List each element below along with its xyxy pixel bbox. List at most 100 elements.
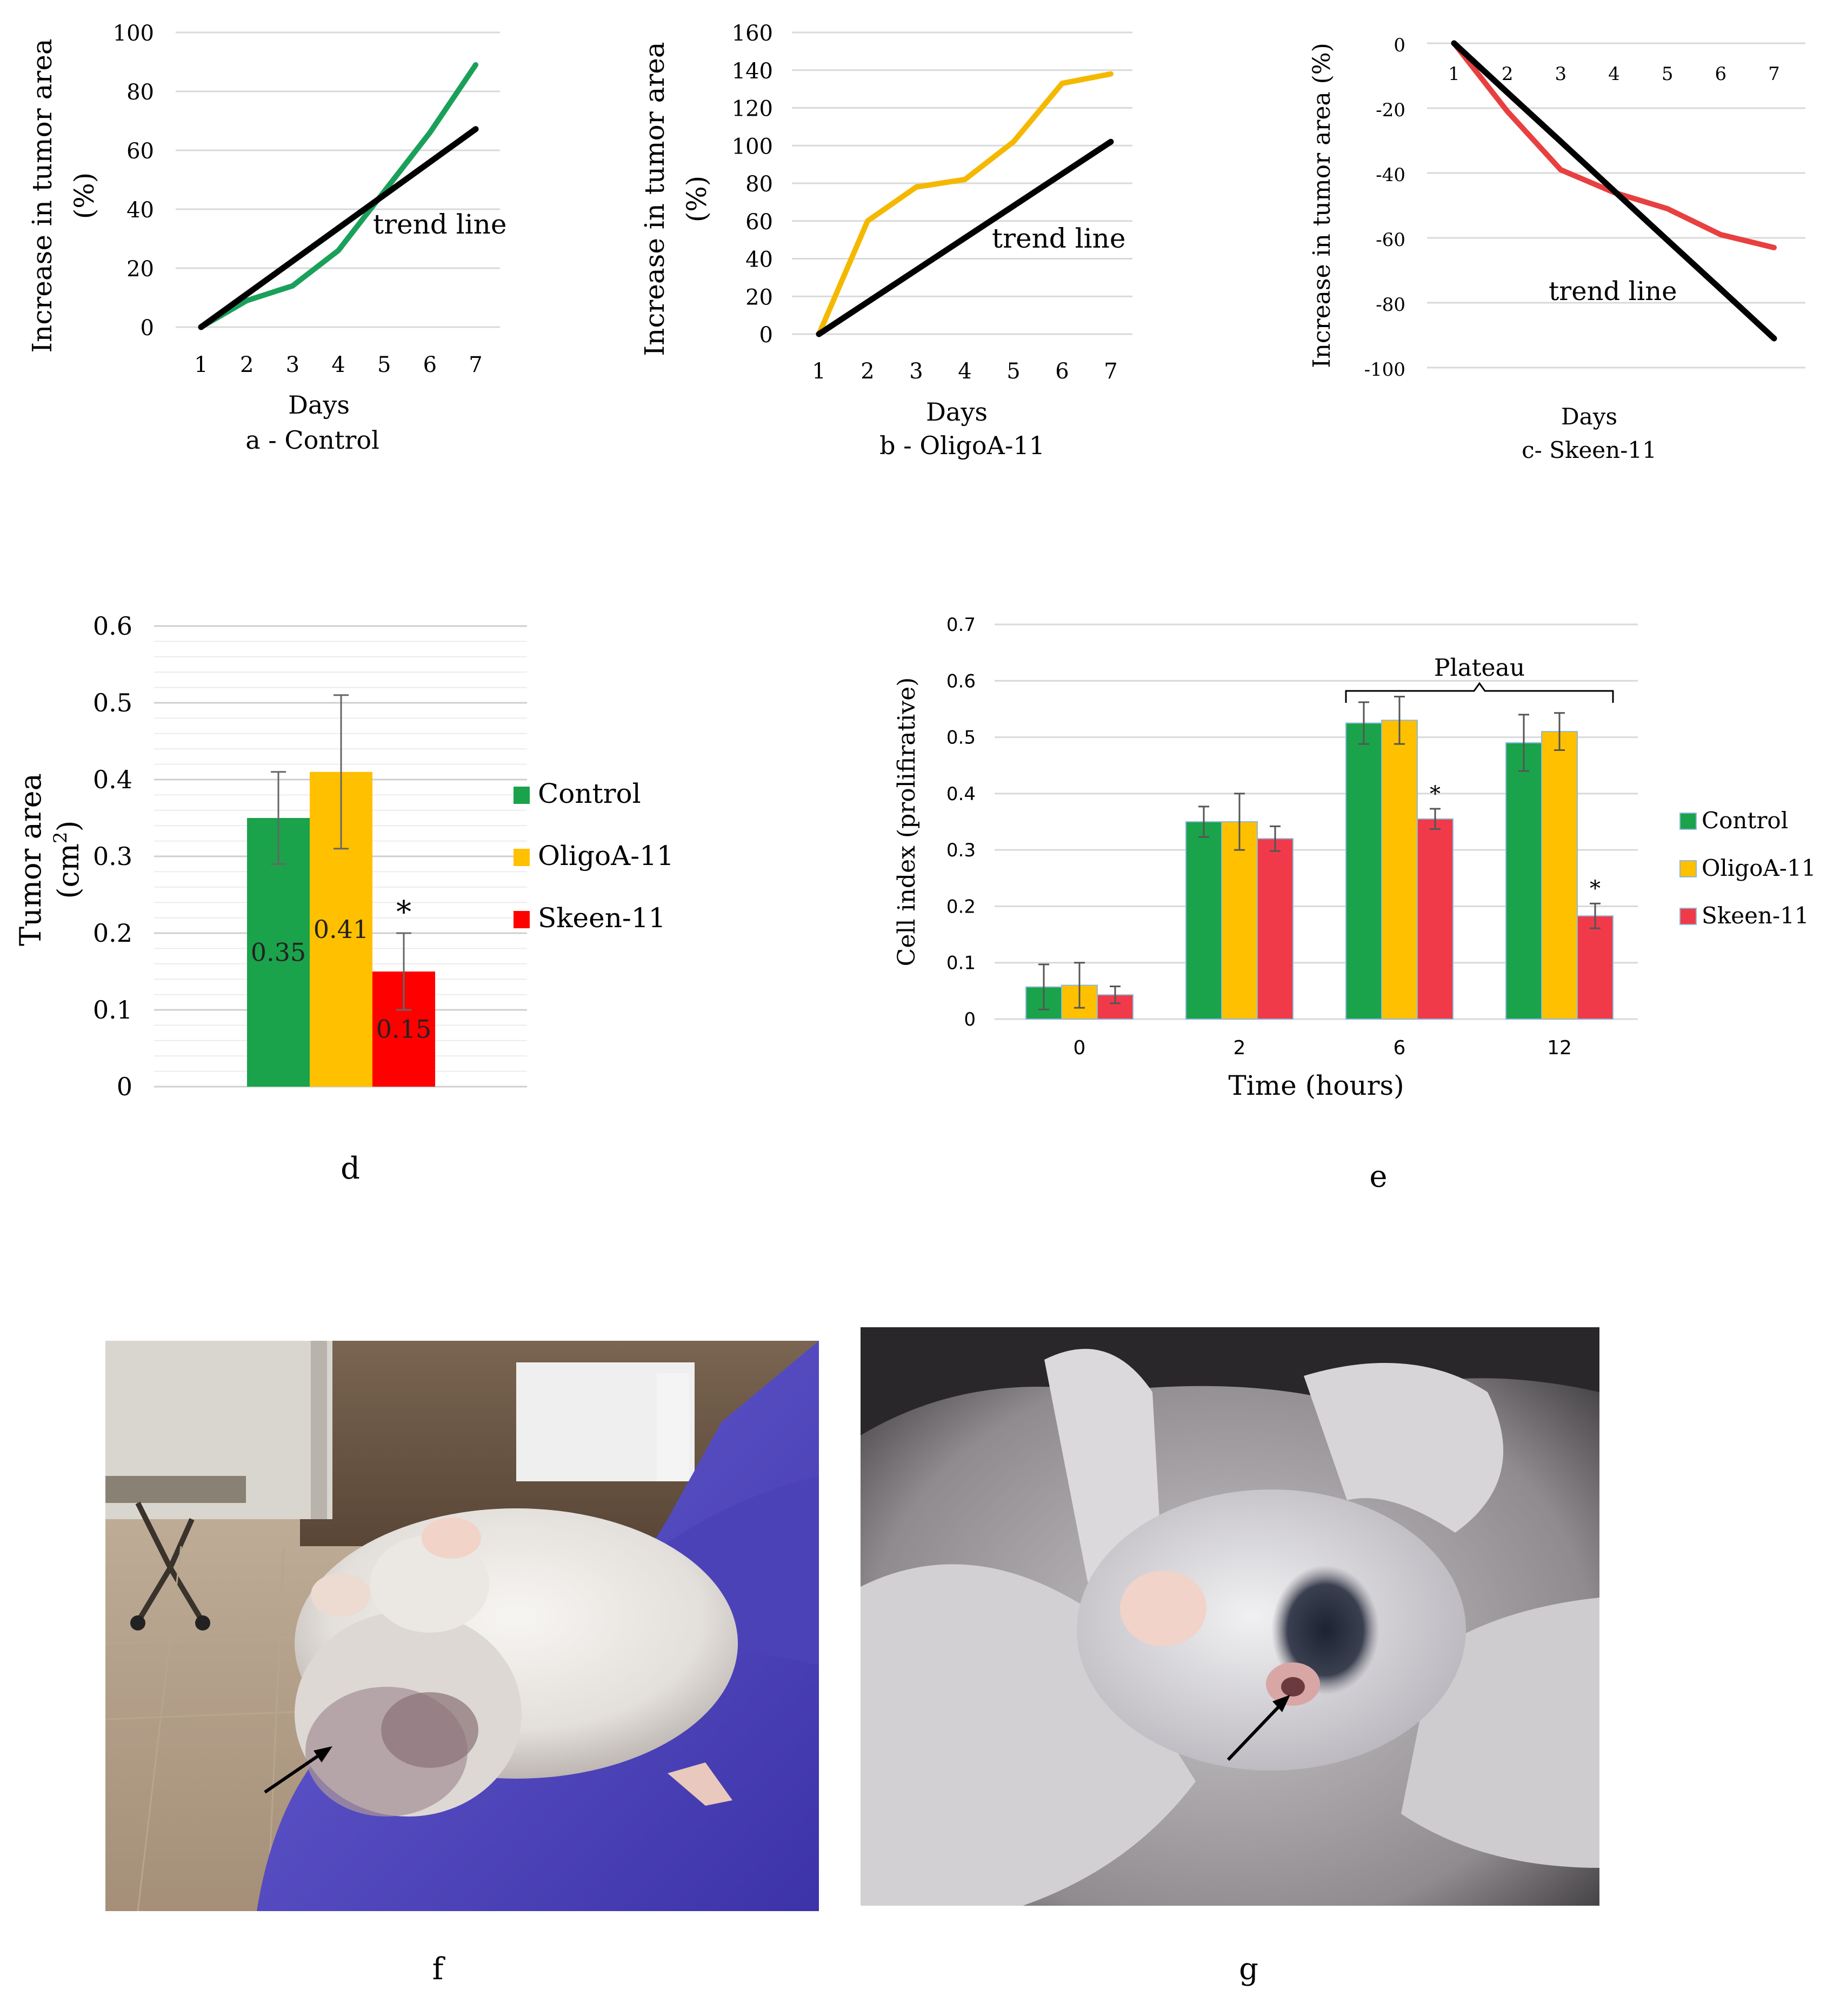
y-tick-label: -60: [1376, 229, 1405, 251]
x-tick-label: 5: [1006, 359, 1020, 384]
chart-d: 0 0.1 0.2 0.3 0.4 0.5 0.6 0.35 0.41 0.15 * Control O…: [14, 611, 674, 1186]
y-tick-label: 0.5: [93, 688, 132, 717]
bar-oligoa-11: [1541, 731, 1578, 1020]
x-tick-label: 6: [1715, 63, 1727, 85]
x-tick-label: 1: [194, 352, 208, 377]
series-line-oligoa-11: [816, 71, 1114, 337]
y-axis-label-group: Increase in tumor area (%): [639, 42, 712, 356]
y-tick-label: 0: [759, 323, 773, 348]
x-axis-label: Days: [288, 390, 350, 420]
bar-oligoa-11: [1221, 821, 1258, 1020]
x-tick-label: 4: [1608, 63, 1620, 85]
y-tick-label: -80: [1376, 294, 1405, 316]
y-tick-label: 0.3: [946, 840, 976, 861]
significance-marker: *: [396, 895, 411, 930]
y-axis-unit: (cm2): [50, 820, 85, 899]
y-axis-label: Increase in tumor area: [26, 38, 58, 352]
y-axis-label: Cell index (prolifirative): [893, 677, 921, 967]
panel-d: 0 0.1 0.2 0.3 0.4 0.5 0.6 0.35 0.41 0.15 * Control O…: [0, 584, 703, 1206]
legend-swatch: [514, 787, 530, 804]
panel-a: 0 20 40 60 80 100 1 2 3 4 5 6 7 trend line Days a - Con…: [0, 0, 541, 476]
y-tick-label: 0.4: [93, 765, 132, 794]
trend-line-label: trend line: [1549, 276, 1677, 307]
chart-title: a - Control: [245, 425, 379, 455]
legend-label: OligoA-11: [538, 840, 674, 871]
y-tick-label: 0.5: [946, 727, 976, 749]
y-tick-label: 0: [141, 316, 154, 341]
bar-skeen-11: [1257, 838, 1294, 1020]
y-tick-label: 140: [732, 59, 773, 84]
bar-value-label: 0.41: [314, 915, 369, 944]
y-tick-label: 0.6: [93, 611, 132, 641]
y-axis-label-group: Tumor area (cm2): [14, 773, 85, 946]
x-axis-label: Time (hours): [1228, 1070, 1404, 1101]
legend-label: Skeen-11: [538, 902, 665, 934]
y-axis-label: (%): [681, 176, 712, 223]
y-tick-label: 0.1: [93, 995, 132, 1024]
bar-control: [1345, 722, 1382, 1020]
x-tick-label: 6: [1394, 1037, 1406, 1059]
significance-marker: *: [1590, 876, 1601, 901]
series-line-control: [198, 62, 478, 330]
mouse-photo-control: [105, 1341, 819, 1911]
x-tick-label: 6: [1055, 359, 1069, 384]
x-tick-label: 3: [909, 359, 923, 384]
y-axis-label: Increase in tumor area (%): [1308, 43, 1336, 368]
x-axis-label: Days: [1561, 403, 1617, 430]
y-tick-label: 0.1: [946, 953, 976, 974]
x-tick-label: 2: [861, 359, 874, 384]
x-tick-label: 4: [331, 352, 345, 377]
bar-control: [1505, 742, 1542, 1020]
panel-c: 0 -20 -40 -60 -80 -100 1 2 3 4 5 6 7 trend line Days c-…: [1292, 0, 1840, 487]
unit-close: ): [51, 820, 85, 831]
trend-line: [1451, 40, 1777, 342]
legend-swatch: [1679, 860, 1697, 877]
panel-label: d: [341, 1151, 360, 1186]
x-tick-label: 7: [1768, 63, 1780, 85]
bar-skeen-11: [1577, 915, 1614, 1020]
legend-label: Control: [538, 778, 641, 809]
chart-b: 0 20 40 60 80 100 120 140 160 1 2 3 4 5 6 7 trend line Da…: [639, 21, 1132, 460]
y-tick-label: -40: [1376, 164, 1405, 186]
x-tick-label: 1: [1448, 63, 1460, 85]
legend-label: Skeen-11: [1702, 902, 1809, 929]
y-tick-label: 0: [1394, 35, 1405, 56]
x-axis-label: Days: [926, 397, 988, 427]
y-tick-label: 0: [117, 1072, 132, 1101]
y-axis-label-group: Increase in tumor area (%): [26, 38, 100, 352]
significance-marker: *: [1430, 782, 1441, 807]
y-tick-label: 40: [745, 248, 773, 272]
plateau-bracket: [1345, 682, 1614, 703]
y-tick-label: 0.6: [946, 670, 976, 692]
x-tick-label: 4: [958, 359, 971, 384]
y-tick-label: 40: [126, 198, 154, 223]
x-tick-label: 0: [1074, 1037, 1086, 1059]
y-axis-label-group: Increase in tumor area (%): [1308, 43, 1336, 368]
x-tick-label: 3: [1555, 63, 1567, 85]
y-tick-label: -100: [1364, 359, 1405, 381]
chart-c: 0 -20 -40 -60 -80 -100 1 2 3 4 5 6 7 trend line Days c-…: [1308, 35, 1805, 463]
y-tick-label: 0.7: [946, 614, 976, 636]
panel-label: e: [1369, 1159, 1387, 1194]
figure-label-f: f: [432, 1952, 444, 1987]
bar-oligoa-11: [1381, 720, 1418, 1020]
y-tick-label: 0.2: [93, 919, 132, 948]
y-tick-label: 20: [126, 257, 154, 282]
trend-line: [816, 138, 1114, 337]
trend-line-label: trend line: [373, 209, 506, 240]
x-tick-label: 1: [812, 359, 825, 384]
bar-value-label: 0.35: [251, 938, 306, 967]
x-tick-label: 5: [377, 352, 391, 377]
unit-exponent: 2: [50, 831, 71, 843]
y-tick-label: 80: [126, 80, 154, 105]
x-tick-label: 12: [1547, 1037, 1572, 1059]
legend-label: OligoA-11: [1702, 855, 1816, 881]
plateau-label: Plateau: [1434, 654, 1525, 682]
y-tick-label: 0.3: [93, 842, 132, 871]
x-tick-label: 5: [1662, 63, 1674, 85]
unit-base: (cm: [51, 843, 85, 899]
x-tick-label: 2: [1234, 1037, 1246, 1059]
panel-e: 0 0.1 0.2 0.3 0.4 0.5 0.6 0.7 0 2 6 * 12 * Plateau Cont…: [865, 584, 1840, 1206]
x-tick-label: 6: [423, 352, 437, 377]
y-tick-label: 100: [732, 134, 773, 159]
